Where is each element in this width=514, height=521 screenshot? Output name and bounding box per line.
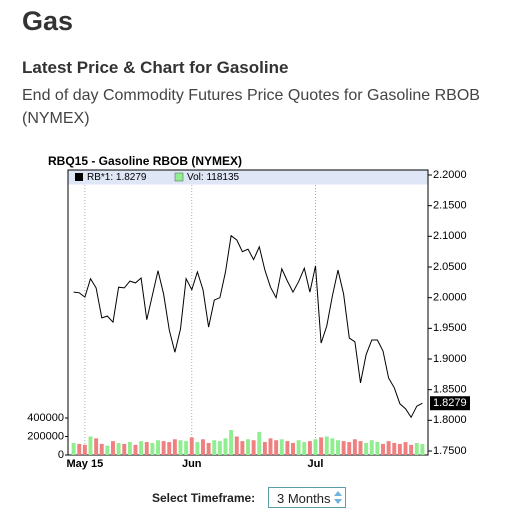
volume-bar	[330, 438, 335, 455]
y-tick-label: 1.7500	[433, 445, 467, 457]
volume-bar	[156, 440, 160, 455]
y-tick-label: 2.1500	[433, 200, 467, 212]
volume-bar	[324, 436, 329, 455]
legend-label: Vol: 118135	[187, 172, 240, 183]
volume-bar	[127, 442, 132, 455]
volume-bar	[229, 430, 234, 455]
timeframe-select[interactable]: 3 Months	[268, 487, 346, 508]
volume-bar	[161, 441, 166, 455]
timeframe-label: Select Timeframe:	[152, 491, 256, 505]
y-tick-label: 2.1000	[433, 230, 467, 242]
volume-bar	[178, 440, 183, 455]
volume-bar	[341, 441, 346, 455]
y-tick-label: 1.8000	[433, 414, 467, 426]
chart-title: RBQ15 - Gasoline RBOB (NYMEX)	[48, 154, 242, 168]
y-tick-label: 2.0000	[433, 292, 467, 304]
x-tick-label: Jul	[308, 458, 324, 470]
volume-bar	[144, 442, 149, 455]
volume-bar	[268, 438, 273, 455]
legend-label: RB*1: 1.8279	[87, 172, 147, 183]
heading: Latest Price & Chart for Gasoline	[22, 58, 289, 77]
volume-bar	[234, 436, 239, 455]
volume-bar	[195, 442, 200, 455]
volume-bar	[274, 440, 279, 455]
volume-bar	[184, 441, 189, 455]
volume-bar	[116, 442, 121, 455]
volume-bar	[111, 441, 115, 455]
volume-bar	[279, 439, 284, 455]
page-title: Gas	[22, 6, 74, 36]
description: End of day Commodity Futures Price Quote…	[22, 87, 480, 127]
timeframe-value: 3 Months	[277, 491, 331, 506]
volume-bar	[150, 442, 155, 455]
volume-bar	[94, 438, 99, 455]
volume-bar	[414, 442, 419, 455]
volume-bar	[71, 442, 76, 455]
volume-bar	[347, 442, 352, 455]
volume-bar	[336, 440, 340, 455]
volume-bar	[369, 440, 374, 455]
volume-bar	[420, 444, 425, 455]
volume-bar	[206, 442, 211, 455]
plot-frame	[67, 169, 429, 456]
volume-bar	[88, 436, 93, 455]
volume-bar	[257, 431, 262, 455]
y-tick-label: 1.8500	[433, 384, 467, 396]
legend-swatch	[75, 173, 83, 181]
volume-bar	[212, 440, 217, 455]
volume-bar	[133, 444, 138, 455]
y2-tick-label: 400000	[27, 412, 64, 424]
volume-bar	[77, 443, 82, 455]
volume-bar	[352, 439, 357, 455]
last-price-box	[430, 396, 470, 411]
x-tick-label: Jun	[182, 458, 202, 470]
volume-bar	[122, 443, 127, 455]
volume-bar	[201, 439, 205, 455]
volume-bar	[319, 437, 324, 455]
volume-bar	[105, 445, 110, 455]
legend-bar	[68, 170, 428, 185]
volume-bar	[291, 442, 295, 455]
volume-bar	[409, 444, 414, 455]
volume-bar	[189, 437, 194, 455]
volume-bar	[375, 442, 380, 455]
volume-bar	[82, 444, 87, 455]
volume-bar	[392, 442, 397, 455]
y-tick-label: 2.2000	[433, 169, 467, 181]
volume-bar	[167, 442, 172, 455]
volume-bar	[386, 441, 391, 455]
spinner[interactable]	[334, 491, 342, 504]
y2-tick-label: 0	[58, 449, 64, 461]
volume-bar	[240, 441, 245, 455]
legend-swatch	[174, 172, 184, 182]
volume-bar	[307, 441, 312, 455]
y-tick-label: 1.9500	[433, 322, 467, 334]
volume-bar	[223, 438, 228, 455]
volume-bar	[364, 442, 369, 455]
volume-bar	[262, 442, 267, 455]
x-tick-label: May 15	[67, 458, 104, 470]
volume-bar	[397, 443, 402, 455]
volume-bar	[217, 441, 222, 455]
volume-bar	[381, 443, 385, 455]
y-tick-label: 2.0500	[433, 261, 467, 273]
last-price-label: 1.8279	[433, 397, 467, 409]
volume-bar	[139, 441, 144, 455]
volume-bar	[403, 442, 408, 455]
y-tick-label: 1.9000	[433, 353, 467, 365]
volume-bar	[302, 442, 307, 455]
volume-bar	[99, 443, 104, 455]
volume-bar	[285, 441, 290, 455]
volume-bar	[251, 440, 256, 455]
volume-bar	[172, 439, 177, 455]
volume-bar	[313, 439, 318, 455]
y2-tick-label: 200000	[27, 430, 64, 442]
volume-bar	[246, 439, 250, 455]
volume-bar	[358, 441, 363, 455]
volume-bar	[296, 440, 301, 455]
price-line	[73, 234, 423, 419]
